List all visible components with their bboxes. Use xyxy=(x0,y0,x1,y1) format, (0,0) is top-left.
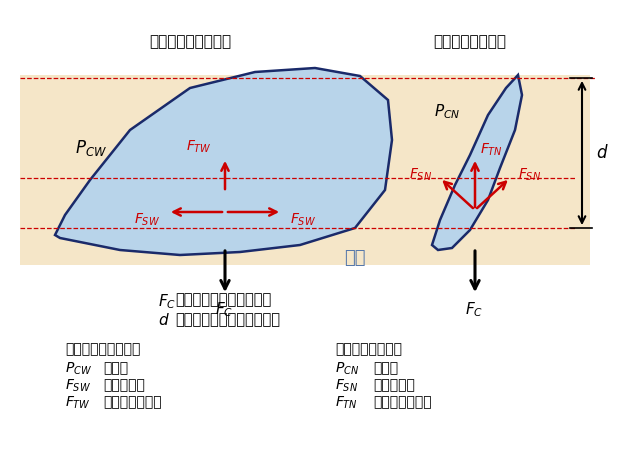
Text: 《狭い幅のカフ》: 《狭い幅のカフ》 xyxy=(335,342,402,356)
Text: ：カフ張力: ：カフ張力 xyxy=(373,378,415,392)
Text: ：内圧: ：内圧 xyxy=(103,361,128,375)
Text: ：カフ押圧力（中心部）: ：カフ押圧力（中心部） xyxy=(175,292,271,307)
Text: 《適度な幅のカフ》: 《適度な幅のカフ》 xyxy=(149,35,231,50)
Text: ：膟らみ量（ストローク）: ：膟らみ量（ストローク） xyxy=(175,312,280,327)
Text: $F_{SW}$: $F_{SW}$ xyxy=(134,212,160,228)
Polygon shape xyxy=(432,75,522,250)
Text: $F_{SW}$: $F_{SW}$ xyxy=(65,378,91,394)
Text: $F_{SN}$: $F_{SN}$ xyxy=(518,167,541,183)
Text: $P_{CW}$: $P_{CW}$ xyxy=(65,361,92,377)
Text: $F_{TN}$: $F_{TN}$ xyxy=(480,141,503,158)
Text: 手首: 手首 xyxy=(344,249,366,267)
Text: $F_C$: $F_C$ xyxy=(158,292,176,311)
Text: ：カフ張力: ：カフ張力 xyxy=(103,378,145,392)
Text: $d$: $d$ xyxy=(158,312,170,328)
Text: 《狭い幅のカフ》: 《狭い幅のカフ》 xyxy=(434,35,507,50)
Text: $F_C$: $F_C$ xyxy=(465,300,483,319)
Text: ：内圧: ：内圧 xyxy=(373,361,398,375)
Text: 《適度な幅のカフ》: 《適度な幅のカフ》 xyxy=(65,342,140,356)
Bar xyxy=(20,75,590,265)
Text: ：張力合成反力: ：張力合成反力 xyxy=(103,395,162,409)
Text: $P_{CN}$: $P_{CN}$ xyxy=(335,361,359,377)
Text: ：張力合成反力: ：張力合成反力 xyxy=(373,395,432,409)
Polygon shape xyxy=(55,68,392,255)
Text: $F_{TW}$: $F_{TW}$ xyxy=(186,139,212,155)
Text: $F_C$: $F_C$ xyxy=(215,300,233,319)
Text: $F_{SN}$: $F_{SN}$ xyxy=(335,378,358,394)
Text: $P_{CN}$: $P_{CN}$ xyxy=(434,103,460,122)
Text: $F_{TN}$: $F_{TN}$ xyxy=(335,395,358,412)
Text: $F_{SW}$: $F_{SW}$ xyxy=(290,212,316,228)
Text: $F_{TW}$: $F_{TW}$ xyxy=(65,395,91,412)
Text: $d$: $d$ xyxy=(596,144,609,162)
Text: $P_{CW}$: $P_{CW}$ xyxy=(75,138,107,158)
Text: $F_{SN}$: $F_{SN}$ xyxy=(409,167,432,183)
